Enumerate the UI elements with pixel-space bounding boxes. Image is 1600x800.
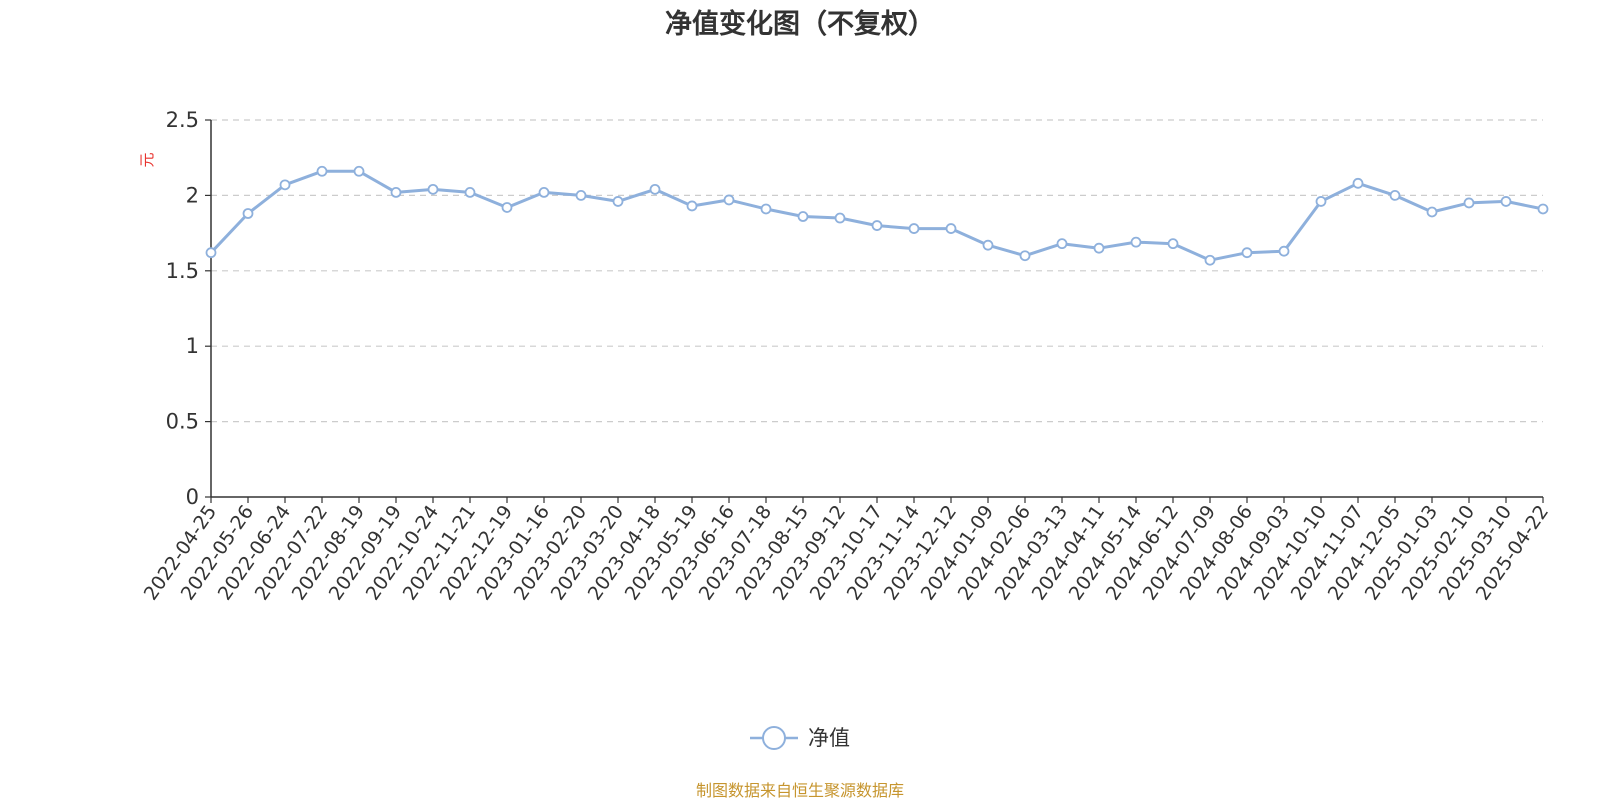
- data-point[interactable]: [908, 223, 920, 234]
- data-point[interactable]: [1315, 196, 1327, 207]
- axes: [210, 120, 1543, 498]
- data-point[interactable]: [834, 212, 846, 224]
- data-point[interactable]: [390, 186, 402, 198]
- data-point[interactable]: [575, 189, 587, 201]
- data-point[interactable]: [464, 186, 476, 198]
- data-point[interactable]: [760, 203, 772, 215]
- data-point[interactable]: [1389, 189, 1401, 201]
- data-point[interactable]: [945, 223, 957, 234]
- data-point[interactable]: [1056, 238, 1068, 250]
- data-point[interactable]: [1278, 245, 1290, 257]
- data-point[interactable]: [538, 186, 550, 198]
- data-source-note: 制图数据来自恒生聚源数据库: [696, 781, 904, 800]
- data-point[interactable]: [723, 194, 735, 206]
- y-tick-label: 0.5: [166, 410, 199, 434]
- legend[interactable]: 净值: [750, 726, 850, 750]
- grid-lines: [211, 119, 1543, 423]
- series-nav: [205, 165, 1549, 266]
- y-axis-label: 元: [138, 152, 156, 167]
- data-point[interactable]: [1019, 250, 1031, 262]
- data-point[interactable]: [316, 165, 328, 177]
- data-point[interactable]: [649, 183, 661, 195]
- y-tick-label: 2: [186, 183, 199, 207]
- data-point[interactable]: [353, 165, 365, 177]
- y-tick-label: 2.5: [166, 108, 199, 132]
- data-point[interactable]: [1537, 203, 1549, 215]
- data-point[interactable]: [871, 220, 883, 231]
- chart-title: 净值变化图（不复权）: [665, 8, 935, 40]
- legend-marker: [762, 726, 786, 750]
- x-axis-ticks: 2022-04-252022-05-262022-06-242022-07-22…: [140, 497, 1553, 604]
- legend-label: 净值: [808, 726, 850, 750]
- data-point[interactable]: [686, 200, 698, 212]
- data-point[interactable]: [242, 208, 254, 219]
- y-axis-ticks: 0 0.5 1 1.5 2 2.5: [166, 108, 211, 509]
- data-point[interactable]: [1463, 197, 1475, 209]
- data-point[interactable]: [501, 202, 513, 213]
- data-point[interactable]: [205, 247, 217, 259]
- data-point[interactable]: [1500, 196, 1512, 207]
- data-point[interactable]: [797, 211, 809, 222]
- data-point[interactable]: [1241, 247, 1253, 259]
- data-point[interactable]: [612, 196, 624, 207]
- series-line: [209, 169, 1545, 262]
- data-point[interactable]: [1426, 206, 1438, 218]
- y-tick-label: 1: [186, 334, 199, 358]
- data-point[interactable]: [279, 179, 291, 191]
- data-point[interactable]: [1093, 242, 1105, 254]
- y-tick-label: 0: [186, 485, 199, 509]
- data-point[interactable]: [982, 239, 994, 251]
- data-point[interactable]: [1352, 177, 1364, 189]
- y-tick-label: 1.5: [166, 259, 199, 283]
- data-point[interactable]: [1167, 238, 1179, 250]
- data-point[interactable]: [427, 183, 439, 195]
- data-point[interactable]: [1204, 254, 1216, 266]
- data-point[interactable]: [1130, 236, 1142, 248]
